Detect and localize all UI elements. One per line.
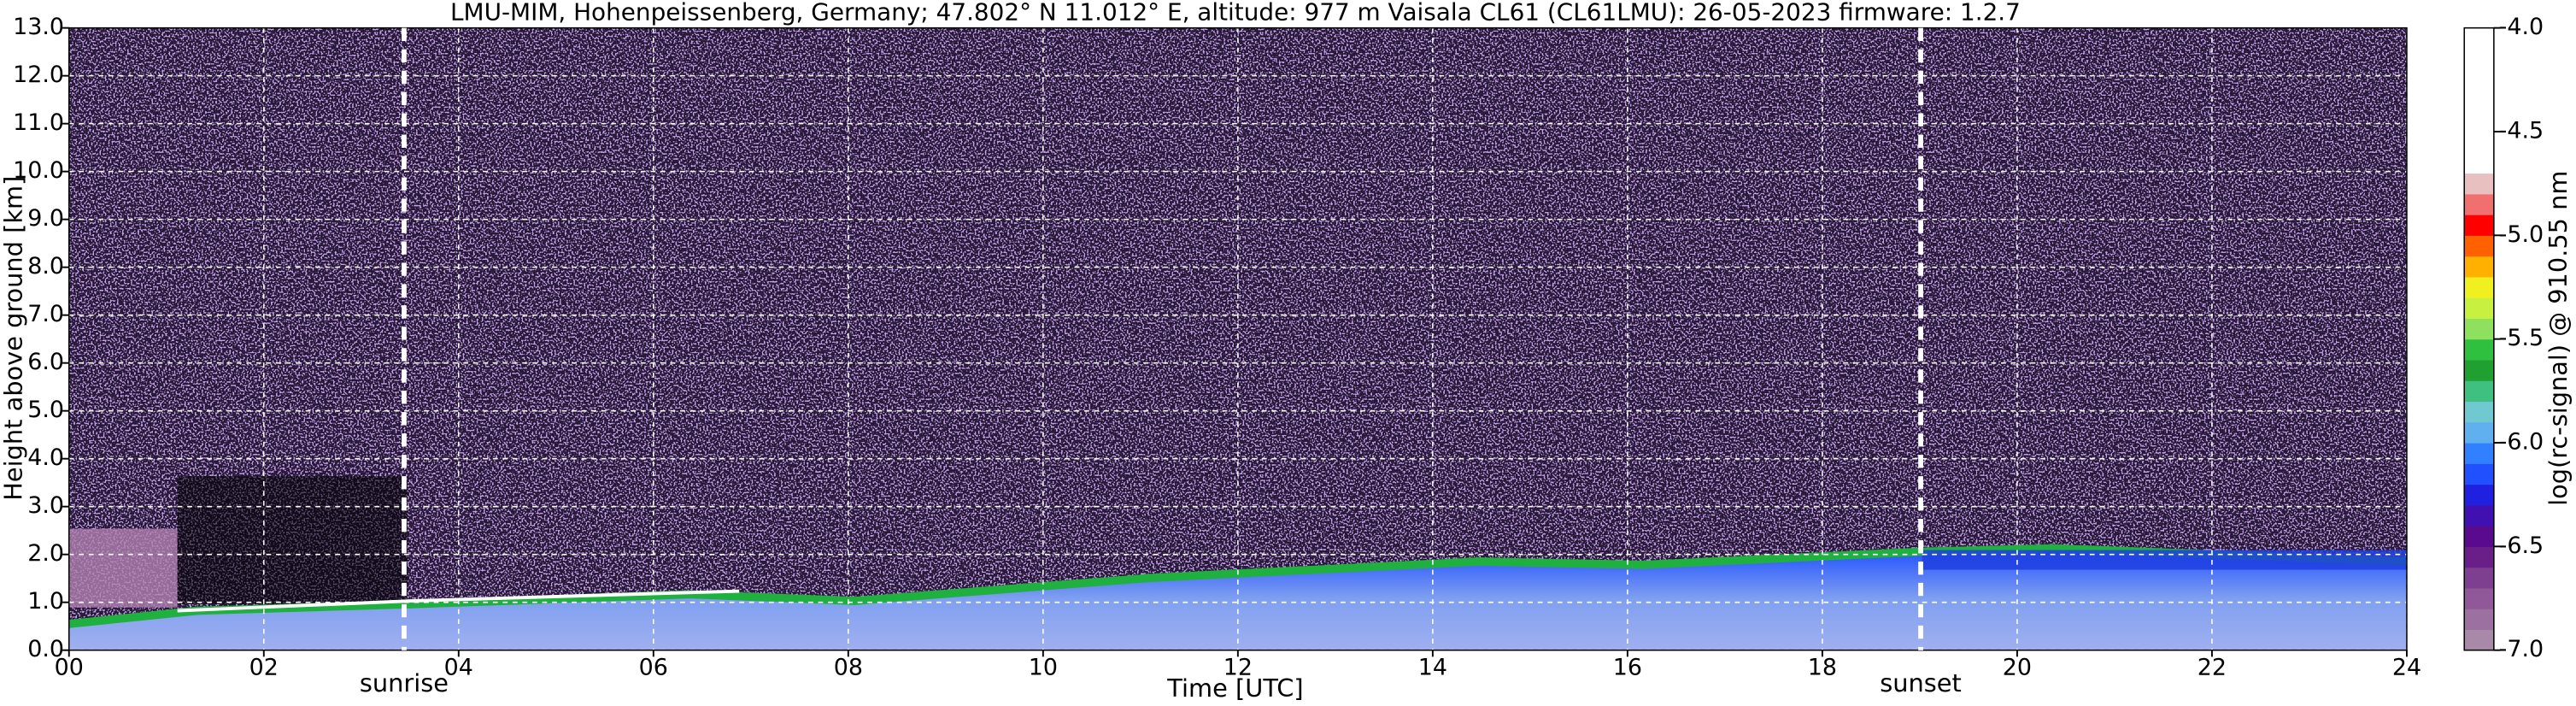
colorbar-swatch xyxy=(2464,526,2494,547)
y-tick-label: 6.0 xyxy=(27,349,64,375)
colorbar-swatch xyxy=(2464,359,2494,381)
y-tick-label: 11.0 xyxy=(13,109,64,136)
chart-title: LMU-MIM, Hohenpeissenberg, Germany; 47.8… xyxy=(450,0,2021,26)
colorbar-swatch xyxy=(2464,152,2494,174)
x-tick-label: 02 xyxy=(249,654,279,680)
boundary-layer-top xyxy=(177,589,740,613)
colorbar-swatch xyxy=(2464,318,2494,340)
colorbar-swatch xyxy=(2464,338,2494,361)
colorbar-swatch xyxy=(2464,504,2494,527)
colorbar-swatch xyxy=(2464,297,2494,319)
y-tick-label: 8.0 xyxy=(27,253,64,279)
colorbar-swatch xyxy=(2464,48,2494,70)
colorbar-tick-label: -4.0 xyxy=(2499,14,2544,40)
colorbar-swatch xyxy=(2464,567,2494,589)
y-tick-label: 3.0 xyxy=(27,492,64,519)
colorbar-swatch xyxy=(2464,90,2494,112)
x-tick-label: 06 xyxy=(639,654,668,680)
y-tick-label: 5.0 xyxy=(27,397,64,423)
colorbar-swatch xyxy=(2464,629,2494,651)
colorbar-swatch xyxy=(2464,484,2494,506)
x-axis-label: Time [UTC] xyxy=(1166,674,1303,703)
heatmap-region xyxy=(1922,550,2407,570)
x-tick-label: 22 xyxy=(2198,654,2227,680)
x-tick-label: 12 xyxy=(1223,654,1253,680)
heatmap-region xyxy=(68,528,178,608)
x-tick-label: 00 xyxy=(55,654,84,680)
x-tick-label: 18 xyxy=(1808,654,1837,680)
colorbar-swatch xyxy=(2464,173,2494,195)
colorbar-swatch xyxy=(2464,193,2494,215)
x-tick-label: 10 xyxy=(1029,654,1058,680)
x-tick-label: 04 xyxy=(444,654,473,680)
colorbar-tick-label: -5.5 xyxy=(2499,325,2544,351)
colorbar-swatch xyxy=(2464,463,2494,485)
colorbar-swatch xyxy=(2464,235,2494,257)
event-label: sunset xyxy=(1880,668,1962,697)
event-label: sunrise xyxy=(360,668,449,697)
y-axis-label: Height above ground [km] xyxy=(0,176,27,501)
colorbar-swatch xyxy=(2464,401,2494,423)
heatmap-region xyxy=(177,476,408,604)
plot-frame xyxy=(67,26,2408,651)
colorbar-swatch xyxy=(2464,546,2494,568)
y-tick-label: 2.0 xyxy=(27,540,64,567)
colorbar-swatch xyxy=(2464,380,2494,403)
y-tick-label: 12.0 xyxy=(13,62,64,88)
y-tick-label: 7.0 xyxy=(27,301,64,327)
colorbar-tick-label: -6.5 xyxy=(2499,532,2544,559)
y-tick-label: 0.0 xyxy=(27,636,64,662)
y-tick-label: 1.0 xyxy=(27,588,64,615)
y-tick-label: 9.0 xyxy=(27,205,64,232)
colorbar-swatch xyxy=(2464,443,2494,464)
y-tick-label: 4.0 xyxy=(27,444,64,471)
x-tick-label: 20 xyxy=(2003,654,2032,680)
colorbar-swatch xyxy=(2464,587,2494,609)
colorbar-tick-label: -7.0 xyxy=(2499,636,2544,662)
colorbar-swatch xyxy=(2464,421,2494,444)
colorbar-swatch xyxy=(2464,276,2494,298)
colorbar-swatch xyxy=(2464,609,2494,630)
x-tick-label: 14 xyxy=(1418,654,1447,680)
colorbar-swatch xyxy=(2464,27,2494,50)
colorbar-swatch xyxy=(2464,69,2494,91)
colorbar-swatch xyxy=(2464,215,2494,236)
colorbar-tick-label: -5.0 xyxy=(2499,221,2544,248)
colorbar-swatch xyxy=(2464,256,2494,278)
x-tick-label: 08 xyxy=(834,654,863,680)
colorbar-label: log(rc-signal) @ 910.55 nm xyxy=(2544,171,2573,506)
colorbar-swatch xyxy=(2464,131,2494,153)
x-tick-label: 24 xyxy=(2392,654,2421,680)
y-tick-label: 13.0 xyxy=(13,14,64,40)
x-tick-label: 16 xyxy=(1613,654,1642,680)
colorbar-tick-label: -6.0 xyxy=(2499,429,2544,456)
colorbar-swatch xyxy=(2464,110,2494,132)
y-tick-label: 10.0 xyxy=(13,157,64,184)
colorbar-tick-label: -4.5 xyxy=(2499,118,2544,144)
